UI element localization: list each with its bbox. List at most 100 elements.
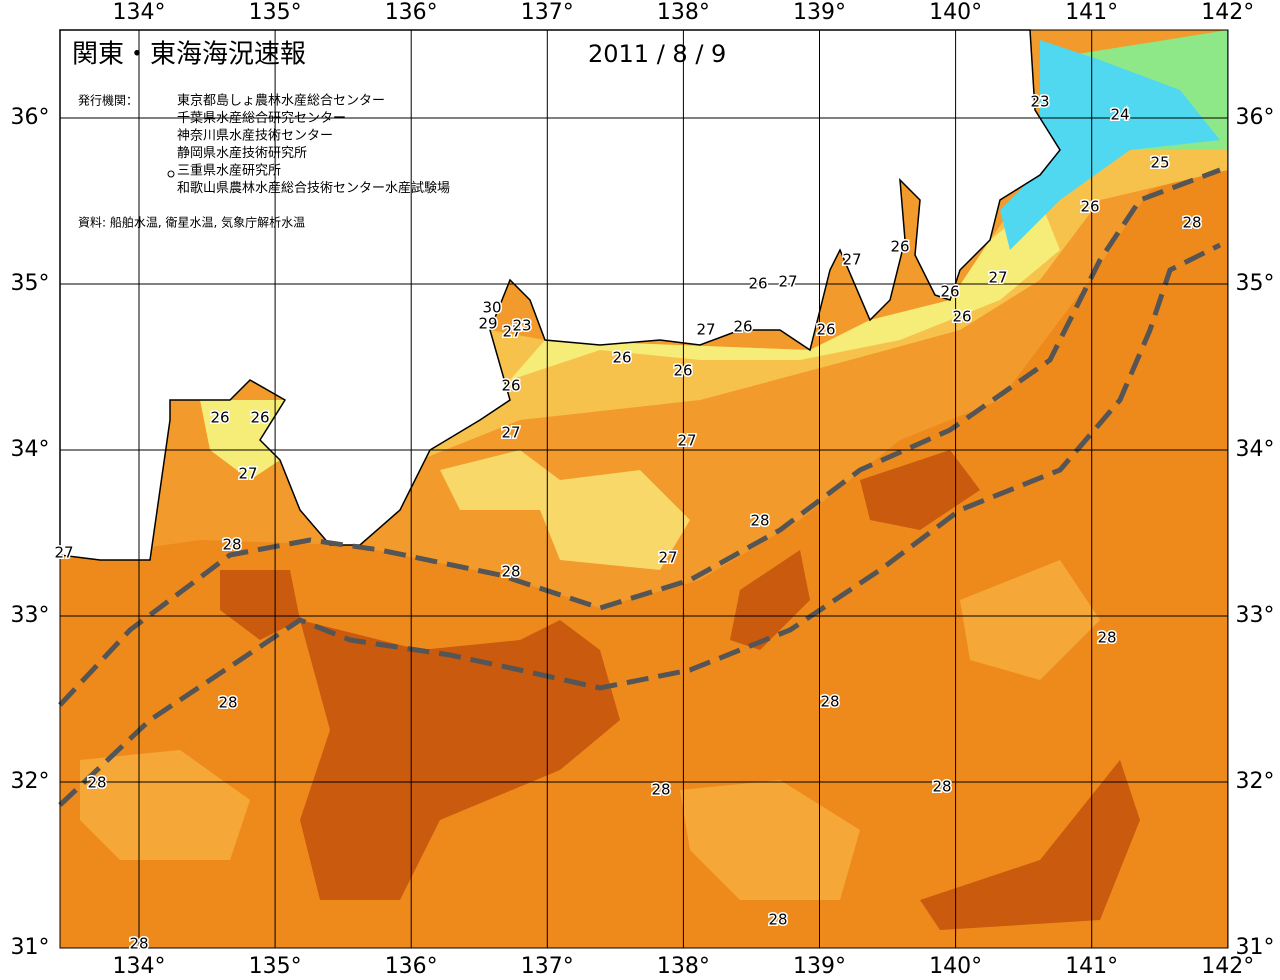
contour-label: 28 [1097,629,1116,647]
longitude-label: 140° [929,0,982,25]
longitude-label: 141° [1065,0,1118,25]
kuroshio-south-edge [58,242,1222,807]
latitude-label: 32° [11,769,50,794]
contour-label: 27 [988,269,1007,287]
title: 関東・東海海況速報 [72,40,306,70]
longitude-label: 138° [657,954,710,979]
contour-label: 26 [210,409,229,427]
contour-label: 26 [1080,198,1099,216]
contour-label: 26 [612,349,631,367]
cool-patch [80,750,250,860]
kuroshio-axis [58,167,1222,807]
longitude-label: 135° [249,0,302,25]
issuer: 三重県水産研究所 [177,163,281,179]
issuer: 千葉県水産総合研究センター [177,110,346,126]
coastal-zone [200,400,290,480]
longitude-label: 134° [113,0,166,25]
cool-patch [960,560,1100,680]
contour-label: 28 [87,774,106,792]
longitude-label: 135° [249,954,302,979]
longitude-label: 139° [793,954,846,979]
latitude-label: 31° [1236,935,1275,960]
longitude-label: 142° [1201,0,1254,25]
longitude-label: 138° [657,0,710,25]
contour-label: 23 [1030,93,1049,111]
marker [167,170,175,178]
contour-label: 28 [218,694,237,712]
contour-label: 23 [512,317,531,335]
contour-label: 26 [748,275,767,293]
contour-label: 28 [501,563,520,581]
contour-label: 30 [482,299,501,317]
contour-label: 26 [952,308,971,326]
date: 2011 / 8 / 9 [588,40,726,68]
issuer: 静岡県水産技術研究所 [177,145,307,161]
contour-label: 26 [501,377,520,395]
longitude-label: 137° [521,0,574,25]
axis-labels: 134° 134° 135° 135° 136° 136° 137° 137° 138° 138°… [11,0,1275,979]
contour-label: 26 [733,318,752,336]
latitude-label: 31° [11,935,50,960]
latitude-label: 34° [1236,437,1275,462]
cool-patch [680,780,860,900]
warm-core [920,760,1140,930]
issuer: 和歌山県農林水産総合技術センター水産試験場 [177,180,450,196]
contour-label: 27 [238,465,257,483]
contour-label: 26 [816,321,835,339]
longitude-label: 134° [113,954,166,979]
latitude-label: 34° [11,437,50,462]
longitude-label: 140° [929,954,982,979]
latitude-label: 35° [1236,271,1275,296]
contour-label: 27 [501,424,520,442]
contour-label: 28 [651,781,670,799]
issuer: 神奈川県水産技術センター [177,128,333,144]
coastal-zone [440,450,690,570]
latitude-label: 35° [11,271,50,296]
contour-label: 28 [1182,214,1201,232]
longitude-label: 139° [793,0,846,25]
latitude-label: 33° [11,603,50,628]
issuer-label: 発行機関： [78,93,138,108]
coastal-zone [420,30,1228,460]
kuroshio-north-edge [58,167,1221,707]
contour-label: 28 [820,693,839,711]
contour-label: 28 [222,536,241,554]
latitude-label: 32° [1236,769,1275,794]
contour-label: 27 [658,549,677,567]
longitude-label: 137° [521,954,574,979]
latitude-label: 36° [11,105,50,130]
contour-label: 26 [673,362,692,380]
warm-core [860,450,980,530]
contour-label: 27 [778,273,797,291]
contour-label: 29 [478,315,497,333]
longitude-label: 136° [385,954,438,979]
issuer: 東京都島しょ農林水産総合センター [177,93,385,109]
latitude-label: 36° [1236,105,1275,130]
contour-label: 27 [696,321,715,339]
contour-label: 24 [1110,106,1129,124]
map-frame [59,29,1229,949]
warm-core [730,550,810,650]
land [59,29,1061,561]
latitude-label: 33° [1236,603,1275,628]
cold-zone [1000,40,1220,250]
contour-label: 27 [502,323,521,341]
contour-label: 25 [1150,154,1169,172]
contour-label: 27 [842,251,861,269]
longitude-label: 142° [1201,954,1254,979]
contour-label: 28 [129,935,148,953]
contour-label: 26 [890,238,909,256]
issuer-list: 東京都島しょ農林水産総合センター千葉県水産総合研究センター神奈川県水産技術センタ… [177,93,450,197]
warm-core [220,570,300,640]
contour-label: 27 [677,432,696,450]
contour-label: 28 [768,911,787,929]
contour-label: 27 [54,544,73,562]
contour-label: 26 [250,409,269,427]
warm-core [300,620,620,900]
source: 資料: 船舶水温, 衛星水温, 気象庁解析水温 [78,215,305,230]
longitude-label: 136° [385,0,438,25]
longitude-label: 141° [1065,954,1118,979]
contour-label: 28 [932,778,951,796]
